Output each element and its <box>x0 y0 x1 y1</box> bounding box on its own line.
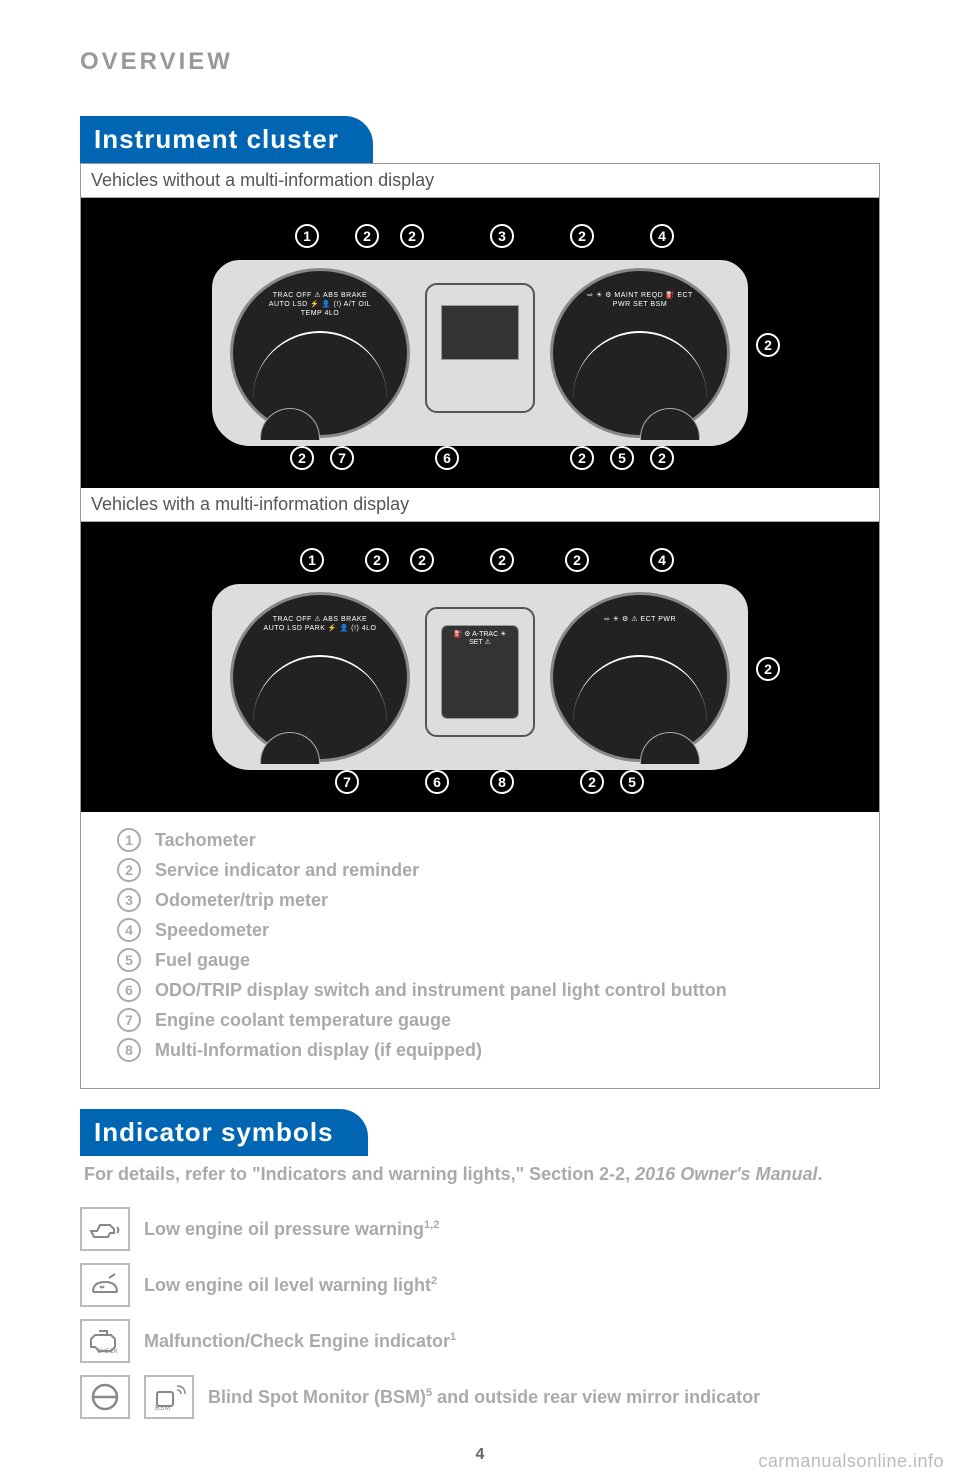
callout: 5 <box>620 770 644 794</box>
bsm-circle-icon <box>80 1375 130 1419</box>
callout: 2 <box>580 770 604 794</box>
cluster-legend: 1Tachometer 2Service indicator and remin… <box>81 812 879 1088</box>
watermark: carmanualsonline.info <box>758 1451 944 1472</box>
callout: 2 <box>365 548 389 572</box>
callout: 2 <box>756 657 780 681</box>
legend-item: 3Odometer/trip meter <box>117 888 859 912</box>
legend-item: 1Tachometer <box>117 828 859 852</box>
legend-item: 6ODO/TRIP display switch and instrument … <box>117 978 859 1002</box>
section-title-tab: Indicator symbols <box>80 1109 368 1156</box>
callout: 2 <box>756 333 780 357</box>
callout: 2 <box>490 548 514 572</box>
cluster-frame: Vehicles without a multi-information dis… <box>80 163 880 1089</box>
callout: 1 <box>300 548 324 572</box>
callout: 2 <box>290 446 314 470</box>
callout: 1 <box>295 224 319 248</box>
indicator-row: CHECK Malfunction/Check Engine indicator… <box>80 1319 880 1363</box>
callout: 7 <box>335 770 359 794</box>
callout: 2 <box>650 446 674 470</box>
section-title-tab: Instrument cluster <box>80 116 373 163</box>
callout: 2 <box>570 224 594 248</box>
legend-item: 5Fuel gauge <box>117 948 859 972</box>
callout: 8 <box>490 770 514 794</box>
callout: 2 <box>565 548 589 572</box>
callout: 7 <box>330 446 354 470</box>
legend-item: 4Speedometer <box>117 918 859 942</box>
callout: 2 <box>410 548 434 572</box>
svg-text:CHECK: CHECK <box>97 1349 118 1355</box>
indicator-row: Low engine oil level warning light2 <box>80 1263 880 1307</box>
legend-item: 8Multi-Information display (if equipped) <box>117 1038 859 1062</box>
cluster-diagram-1: TRAC OFF ⚠ ABS BRAKE AUTO LSD ⚡ 👤 (!) A/… <box>81 198 879 488</box>
callout: 2 <box>400 224 424 248</box>
svg-text:BSM: BSM <box>155 1405 170 1412</box>
cluster-diagram-2: TRAC OFF ⚠ ABS BRAKE AUTO LSD PARK ⚡ 👤 (… <box>81 522 879 812</box>
check-engine-icon: CHECK <box>80 1319 130 1363</box>
callout: 5 <box>610 446 634 470</box>
indicator-row: BSM Blind Spot Monitor (BSM)5 and outsid… <box>80 1375 880 1419</box>
indicator-intro: For details, refer to "Indicators and wa… <box>80 1156 880 1207</box>
bsm-car-icon: BSM <box>144 1375 194 1419</box>
callout: 2 <box>570 446 594 470</box>
callout: 4 <box>650 224 674 248</box>
oil-pressure-icon <box>80 1207 130 1251</box>
cluster-subheader-1: Vehicles without a multi-information dis… <box>81 164 879 198</box>
legend-item: 7Engine coolant temperature gauge <box>117 1008 859 1032</box>
callout: 3 <box>490 224 514 248</box>
callout: 2 <box>355 224 379 248</box>
cluster-subheader-2: Vehicles with a multi-information displa… <box>81 488 879 522</box>
oil-level-icon <box>80 1263 130 1307</box>
callout: 6 <box>435 446 459 470</box>
callout: 4 <box>650 548 674 572</box>
page-header: OVERVIEW <box>80 48 880 76</box>
callout: 6 <box>425 770 449 794</box>
indicator-row: Low engine oil pressure warning1,2 <box>80 1207 880 1251</box>
legend-item: 2Service indicator and reminder <box>117 858 859 882</box>
